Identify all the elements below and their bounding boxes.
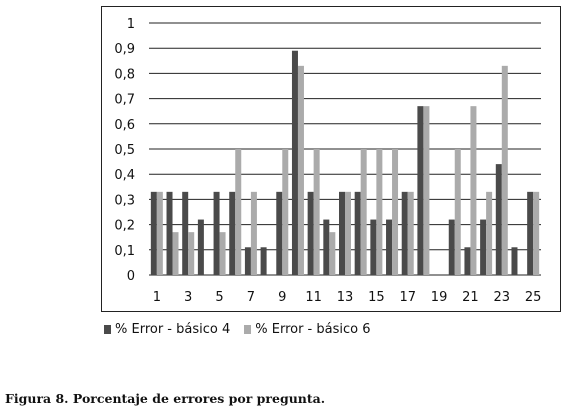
bar-series1-cat-3 — [182, 191, 189, 275]
legend-item-basico-4: % Error - básico 4 — [104, 322, 230, 337]
bar-series2-cat-2 — [172, 232, 179, 275]
x-tick-label: 1 — [153, 290, 161, 305]
bar-series2-cat-17 — [407, 191, 414, 275]
bar-series2-cat-23 — [501, 65, 508, 275]
bar-series2-cat-6 — [235, 149, 242, 275]
bar-series2-cat-15 — [376, 149, 383, 275]
x-tick-label: 13 — [337, 290, 354, 305]
bar-series1-cat-20 — [448, 219, 455, 275]
legend-item-basico-6: % Error - básico 6 — [244, 322, 371, 337]
bar-series1-cat-25 — [527, 191, 534, 275]
bar-series1-cat-10 — [291, 50, 298, 275]
bar-series1-cat-18 — [417, 106, 424, 275]
bar-series2-cat-12 — [329, 232, 336, 275]
y-tick-label: 0 — [127, 269, 135, 284]
x-tick-label: 23 — [494, 290, 511, 305]
x-tick-label: 7 — [247, 290, 255, 305]
y-tick-label: 0,3 — [114, 193, 135, 208]
bar-series1-cat-21 — [464, 247, 471, 275]
y-tick-label: 0,9 — [114, 42, 135, 57]
bar-series1-cat-16 — [386, 219, 393, 275]
x-tick-label: 25 — [525, 290, 542, 305]
bar-series1-cat-23 — [495, 164, 502, 275]
bar-series1-cat-24 — [511, 247, 518, 275]
bar-series1-cat-14 — [354, 191, 361, 275]
x-tick-label: 17 — [399, 290, 416, 305]
bar-series2-cat-1 — [156, 191, 163, 275]
y-tick-label: 0,2 — [114, 219, 135, 234]
bar-series2-cat-10 — [297, 65, 304, 275]
bar-series2-cat-22 — [486, 191, 493, 275]
x-tick-label: 15 — [368, 290, 385, 305]
bar-series2-cat-16 — [392, 149, 399, 275]
legend-swatch-basico-6 — [244, 325, 252, 334]
bar-series1-cat-15 — [370, 219, 377, 275]
bar-series2-cat-9 — [282, 149, 289, 275]
bar-series1-cat-7 — [244, 247, 251, 275]
bar-series2-cat-21 — [470, 106, 477, 275]
y-tick-label: 0,1 — [114, 244, 135, 259]
bar-series2-cat-14 — [360, 149, 367, 275]
bar-series1-cat-17 — [401, 191, 408, 275]
x-tick-label: 3 — [184, 290, 192, 305]
bar-series2-cat-18 — [423, 106, 430, 275]
bar-series2-cat-5 — [219, 232, 226, 275]
bar-series1-cat-5 — [213, 191, 220, 275]
bar-series2-cat-11 — [313, 149, 320, 275]
legend-swatch-basico-4 — [104, 325, 111, 334]
x-tick-label: 21 — [462, 290, 479, 305]
bar-series1-cat-12 — [323, 219, 330, 275]
bar-chart: 00,10,20,30,40,50,60,70,80,911 3 5 7 9 11 13 15… — [114, 17, 542, 305]
y-tick-label: 0,5 — [114, 143, 135, 158]
bar-series1-cat-22 — [480, 219, 487, 275]
bar-series2-cat-20 — [454, 149, 461, 275]
y-tick-label: 0,8 — [114, 67, 135, 82]
bar-series1-cat-4 — [197, 219, 204, 275]
bar-series1-cat-9 — [276, 191, 283, 275]
bar-series1-cat-13 — [339, 191, 345, 275]
legend-label-basico-4: % Error - básico 4 — [115, 322, 231, 337]
y-tick-label: 0,4 — [114, 168, 135, 183]
y-tick-label: 0,7 — [114, 93, 135, 108]
bar-series2-cat-3 — [188, 232, 195, 275]
x-tick-label: 11 — [305, 290, 322, 305]
bar-series2-cat-25 — [533, 191, 540, 275]
x-tick-label: 19 — [431, 290, 448, 305]
bar-series1-cat-6 — [229, 191, 236, 275]
bar-series2-cat-7 — [250, 191, 257, 275]
bar-series1-cat-2 — [166, 191, 173, 275]
bar-series1-cat-8 — [260, 247, 267, 275]
y-tick-label: 0,6 — [114, 118, 135, 133]
x-tick-label: 9 — [278, 290, 286, 305]
legend: % Error - básico 4 % Error - básico 6 — [104, 322, 385, 337]
legend-label-basico-6: % Error - básico 6 — [255, 322, 371, 337]
bar-series1-cat-1 — [150, 191, 157, 275]
bar-series1-cat-11 — [307, 191, 314, 275]
y-tick-label: 1 — [127, 17, 135, 32]
bar-series2-cat-13 — [345, 191, 351, 275]
x-tick-label: 5 — [215, 290, 223, 305]
figure-caption: Figura 8. Porcentaje de errores por preg… — [5, 391, 326, 406]
